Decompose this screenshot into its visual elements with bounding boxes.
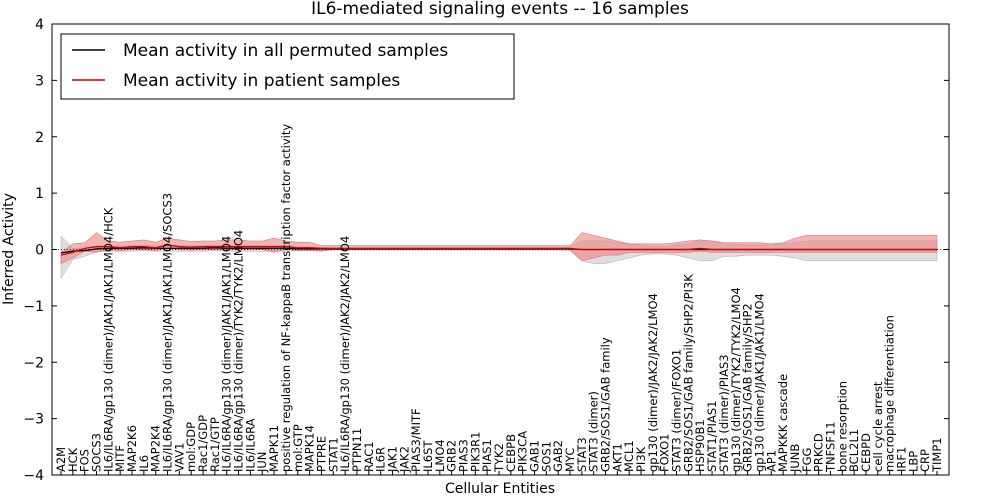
category-label: TNFSF11 — [824, 421, 838, 473]
category-label: STAT3 — [575, 437, 589, 472]
category-label: gp130 (dimer)/JAK1/JAK1/LMO4 — [752, 293, 766, 472]
legend-label-patient: Mean activity in patient samples — [123, 71, 400, 91]
category-label: CRP — [918, 449, 932, 472]
category-label: bone resorption — [835, 381, 849, 472]
category-label: PI3K — [634, 446, 648, 472]
category-label: PIAS3 — [457, 439, 471, 472]
category-label: JAK2 — [397, 446, 411, 473]
category-label: MAPKKK cascade — [776, 374, 790, 472]
plot-frame — [51, 23, 950, 476]
category-label: SOCS3 — [90, 433, 104, 472]
category-label: PIAS1 — [480, 439, 494, 472]
category-label: FGG — [800, 448, 814, 472]
y-tick-label: 3 — [35, 73, 44, 89]
category-label: AKT1 — [610, 443, 624, 472]
category-label: JUNB — [788, 444, 802, 473]
category-label: STAT1 — [326, 437, 340, 472]
y-tick-label: 4 — [35, 17, 44, 33]
category-label: gp130 (dimer)/JAK2/JAK2/LMO4 — [646, 293, 660, 472]
category-label: IL6ST — [421, 440, 435, 472]
category-label: IL6/IL6RA — [243, 418, 257, 472]
category-label: JAK1 — [386, 446, 400, 473]
y-tick-label: 1 — [35, 186, 44, 202]
category-label: TIMP1 — [930, 437, 944, 473]
y-tick-label: −1 — [23, 299, 44, 315]
category-label: STAT3 (dimer)/PIAS3 — [717, 354, 731, 472]
category-label: MYC — [563, 448, 577, 472]
category-label: MAP2K6 — [125, 425, 139, 472]
legend: Mean activity in all permuted samples Me… — [60, 33, 515, 100]
category-label: SOS1 — [539, 441, 553, 472]
y-tick-label: 2 — [35, 130, 44, 146]
category-label: PIK3R1 — [468, 432, 482, 473]
category-label: IL6 — [137, 455, 151, 472]
category-label: CEBPD — [859, 433, 873, 472]
category-label: IL6/IL6RA/gp130 (dimer)/JAK1/JAK1/LMO4 — [220, 236, 234, 472]
category-label: LMO4 — [433, 439, 447, 472]
category-label: GAB1 — [528, 440, 542, 472]
category-label: MAP2K4 — [149, 425, 163, 472]
category-label: A2M — [54, 447, 68, 472]
category-label: GRB2/SOS1/GAB family/SHP2/PI3K — [681, 274, 695, 472]
category-label: MITF — [113, 445, 127, 472]
category-label: PRKCD — [812, 433, 826, 472]
category-label: IL6/IL6RA/gp130 (dimer)/JAK1/JAK1/LMO4/H… — [101, 207, 115, 472]
category-label: HCK — [66, 447, 80, 472]
category-label: MAPK11 — [267, 425, 281, 472]
category-label: mol:GTP — [291, 424, 305, 472]
category-label: MCL1 — [622, 440, 636, 472]
category-label: JUN — [255, 452, 269, 473]
category-label: PIAS3/MITF — [409, 408, 423, 472]
y-axis-label: Inferred Activity — [1, 193, 17, 305]
category-label: IL6/IL6RA/gp130 (dimer)/JAK1/JAK1/LMO4/S… — [161, 193, 175, 472]
line-series-1 — [60, 244, 937, 256]
category-label: cell cycle arrest — [871, 381, 885, 472]
category-label: VAV1 — [172, 443, 186, 472]
category-label: IRF1 — [895, 447, 909, 472]
category-label: FOXO1 — [658, 434, 672, 472]
category-label: CEBPB — [504, 434, 518, 472]
category-label: AP1 — [764, 450, 778, 472]
category-label: BCL2L1 — [847, 429, 861, 472]
category-label: STAT1/PIAS1 — [705, 401, 719, 472]
legend-label-permuted: Mean activity in all permuted samples — [123, 41, 448, 61]
category-label: gp130 (dimer)/TYK2/TYK2/LMO4 — [729, 287, 743, 472]
category-label: GRB2 — [445, 440, 459, 472]
category-label: positive regulation of NF-kappaB transcr… — [279, 124, 293, 472]
category-label: Rac1/GDP — [196, 415, 210, 472]
y-tick-label: −2 — [23, 355, 44, 371]
category-label: LBP — [906, 451, 920, 472]
category-label: PTPRE — [314, 436, 328, 472]
category-label: macrophage differentiation — [883, 315, 897, 472]
category-label: GAB2 — [551, 440, 565, 472]
category-label: IL6/IL6RA/gp130 (dimer)/JAK2/JAK2/LMO4 — [338, 236, 352, 472]
category-label: TYK2 — [492, 443, 506, 473]
category-label: GRB2/SOS1/GAB family/SHP2 — [741, 303, 755, 472]
category-label: mol:GDP — [184, 422, 198, 472]
category-label: FOS — [78, 449, 92, 472]
category-label: GRB2/SOS1/GAB family — [599, 337, 613, 472]
category-label: PTPN11 — [350, 428, 364, 472]
chart-title: IL6-mediated signaling events -- 16 samp… — [311, 0, 689, 19]
legend-box — [60, 33, 515, 100]
category-label: PIK3CA — [516, 431, 530, 472]
category-label: STAT3 (dimer)/FOXO1 — [670, 349, 684, 472]
category-label: IL6R — [374, 447, 388, 472]
x-axis-label: Cellular Entities — [445, 481, 555, 497]
y-tick-label: −4 — [23, 468, 44, 484]
category-label: Rac1/GTP — [208, 417, 222, 472]
y-tick-label: −3 — [23, 412, 44, 428]
category-label: RAC1 — [362, 441, 376, 472]
y-tick-label: 0 — [35, 243, 44, 259]
category-label: MAPK14 — [303, 425, 317, 472]
category-label: STAT3 (dimer) — [587, 391, 601, 472]
category-label: IL6/IL6RA/gp130 (dimer)/TYK2/TYK2/LMO4 — [232, 230, 246, 472]
category-label: HSP90B1 — [693, 419, 707, 472]
